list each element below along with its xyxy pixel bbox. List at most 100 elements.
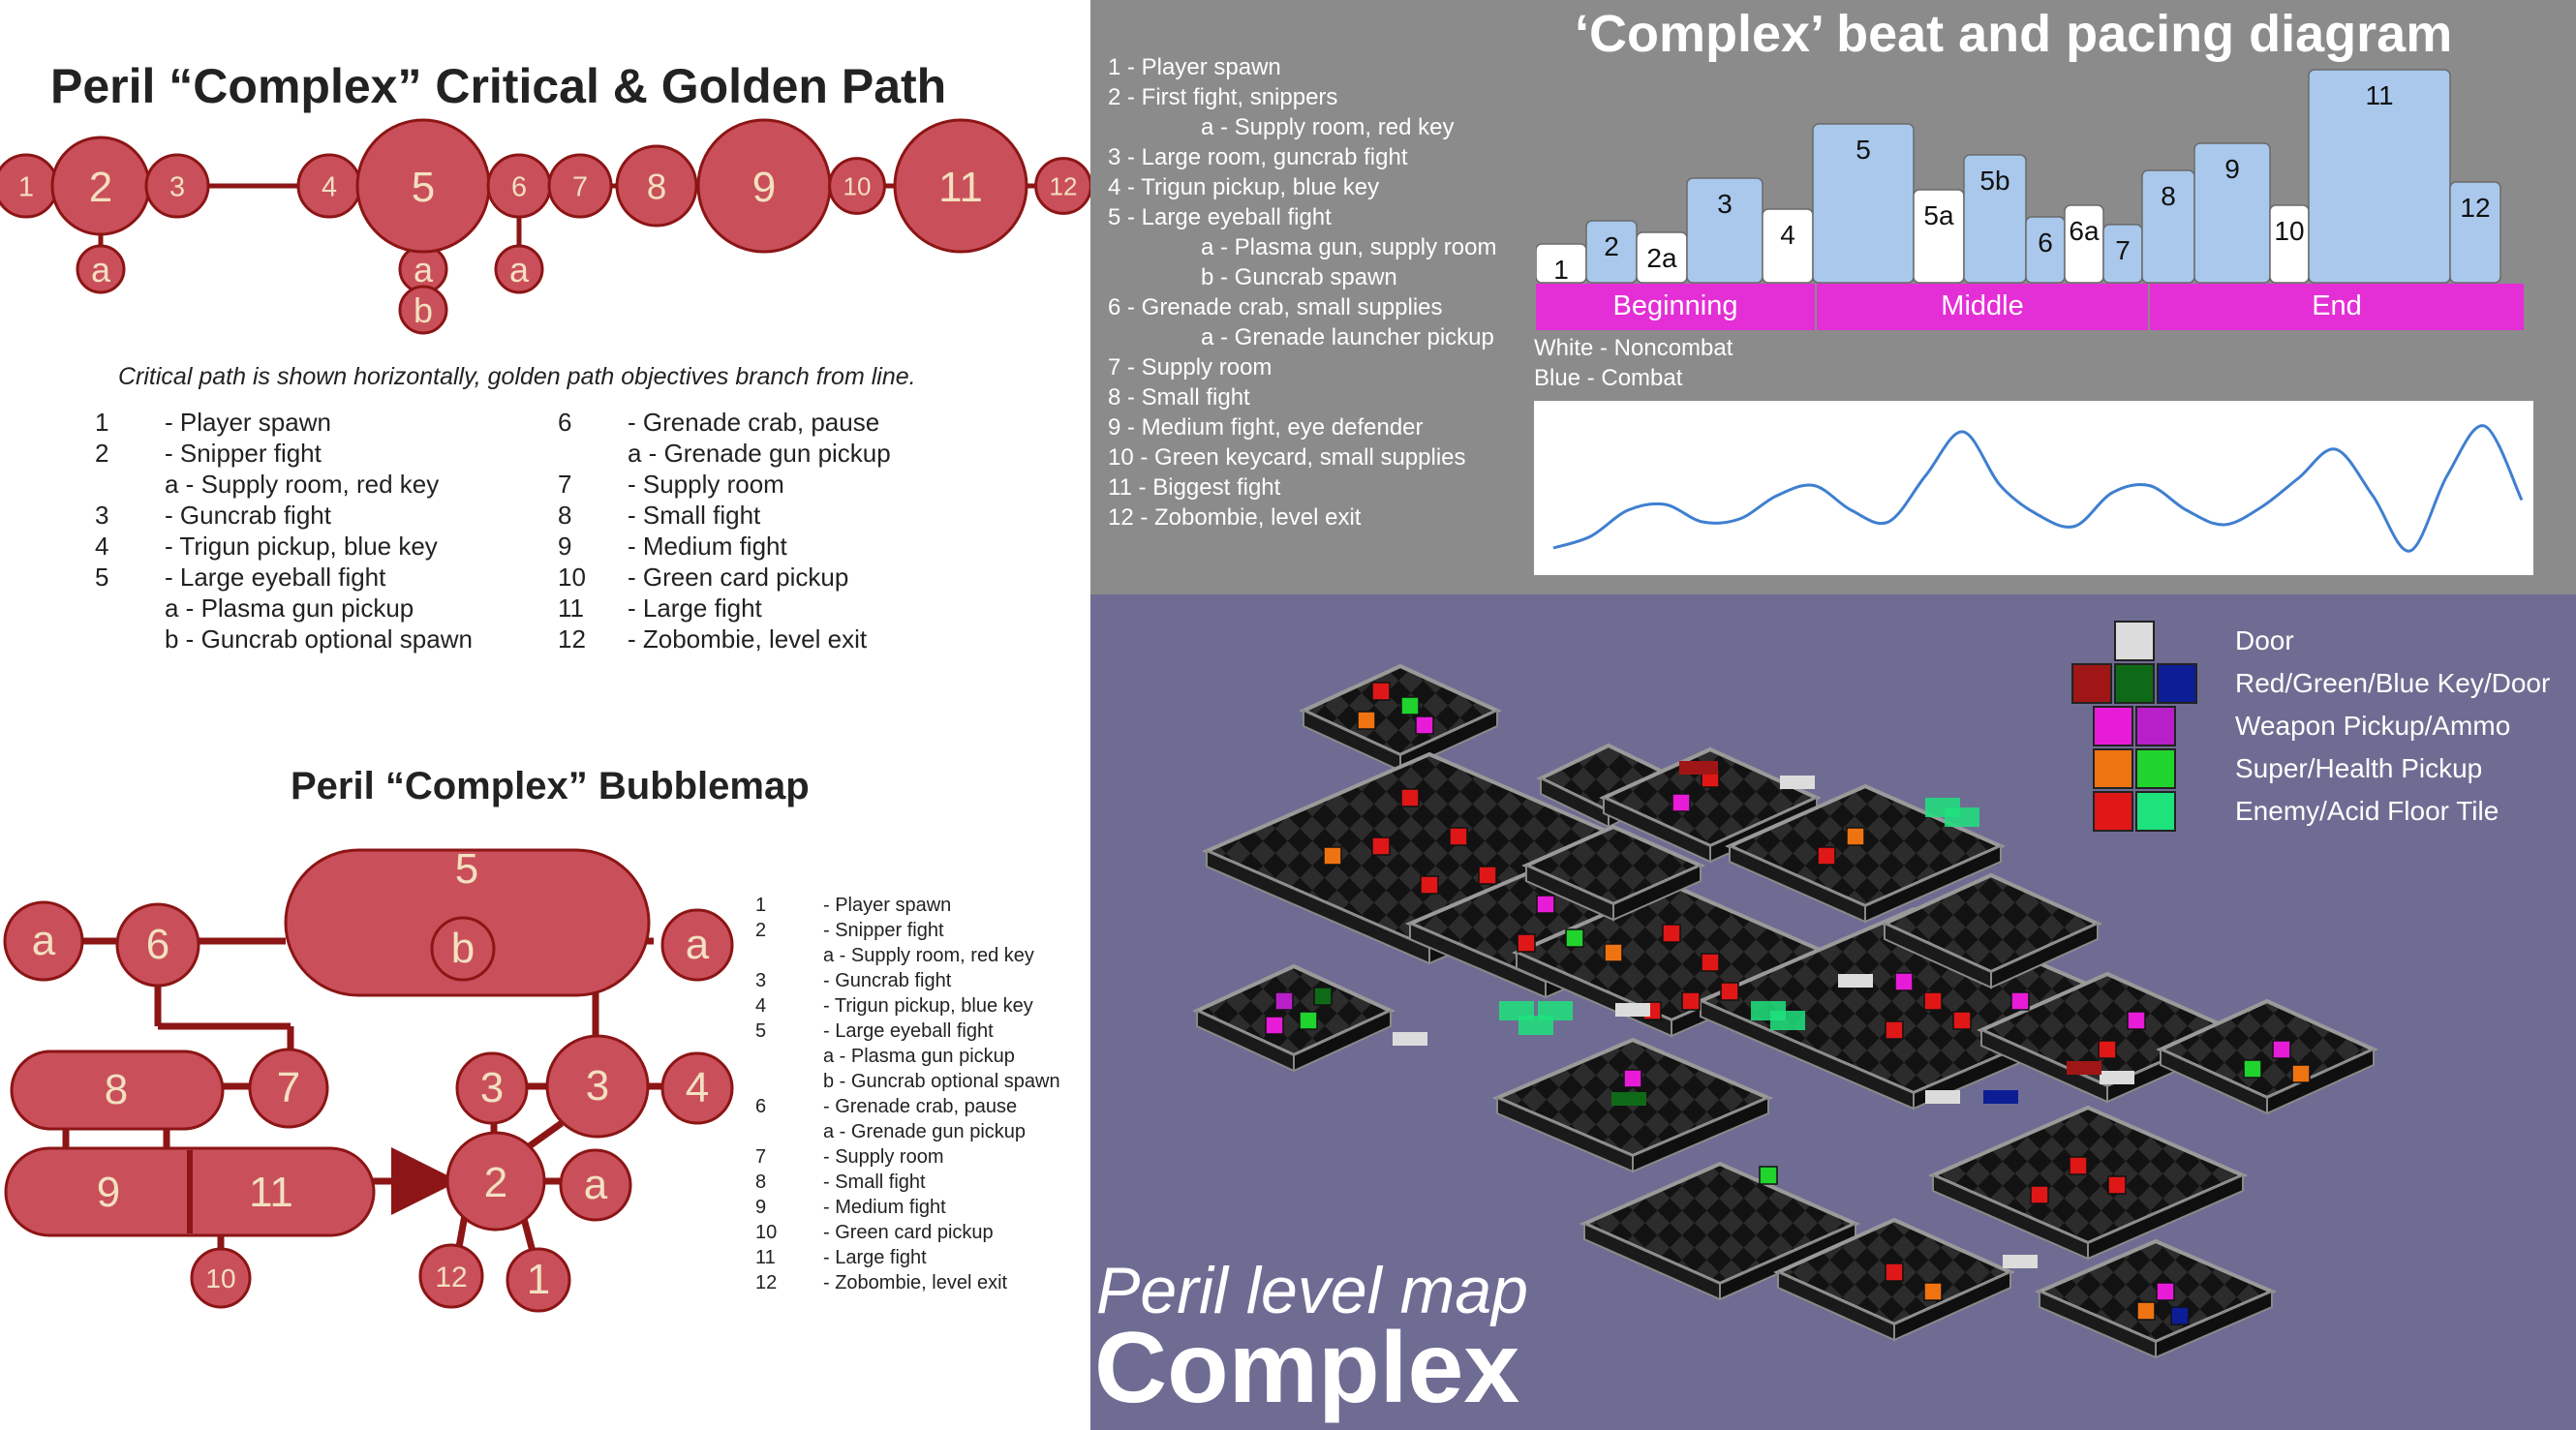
- beat-bar-label: 5: [1855, 135, 1871, 165]
- map-legend-swatch: [2114, 621, 2155, 661]
- beat-bar-label: 5a: [1923, 200, 1954, 230]
- critical-node-label: 5: [412, 164, 435, 211]
- legend-description: b - Guncrab optional spawn: [165, 624, 473, 654]
- beat-bar-label: 4: [1780, 220, 1795, 250]
- map-green-door: [1611, 1092, 1646, 1106]
- beat-bar-label: 2: [1604, 231, 1619, 261]
- map-legend-swatch: [2093, 706, 2133, 746]
- map-room-wall: [1612, 864, 1702, 922]
- bubblemap-title: Peril “Complex” Bubblemap: [291, 765, 810, 807]
- legend-number: 8: [558, 501, 572, 530]
- map-caption-subtitle: Peril level map: [1096, 1254, 1528, 1327]
- legend-description: - Player spawn: [823, 895, 952, 916]
- legend-description: - Small fight: [823, 1171, 926, 1193]
- critical-node-8: [615, 144, 698, 228]
- bubble-label-3b: 3: [586, 1062, 609, 1110]
- legend-row: 11 - Large fight: [755, 1245, 1060, 1270]
- map-pickup-cube: [1517, 933, 1536, 953]
- legend-number: 2: [95, 439, 109, 468]
- beat-list-item: 12 - Zobombie, level exit: [1108, 504, 1362, 531]
- beat-list-item: 10 - Green keycard, small supplies: [1108, 444, 1466, 471]
- map-door: [2003, 1255, 2038, 1268]
- legend-number: 11: [755, 1247, 776, 1268]
- legend-row: 2 - Snipper fight: [755, 918, 1060, 943]
- map-legend-swatch: [2135, 791, 2176, 832]
- map-pickup-cube: [1274, 991, 1294, 1011]
- map-pickup-cube: [1400, 696, 1420, 715]
- pacing-curve-background: [1534, 401, 2533, 575]
- map-room-floor: [1192, 963, 1395, 1058]
- bubble-6: [115, 902, 200, 988]
- map-caption-title: Complex: [1094, 1312, 1520, 1424]
- bubble-4: [660, 1051, 734, 1125]
- legend-number: 10: [558, 563, 586, 592]
- map-door: [2100, 1071, 2134, 1084]
- beat-bar-label: 9: [2224, 154, 2240, 184]
- beat-list-item: 11 - Biggest fight: [1108, 474, 1281, 501]
- legend-description: - Large eyeball fight: [823, 1020, 994, 1042]
- map-room-wall: [2087, 1173, 2244, 1261]
- legend-description: - Large fight: [628, 593, 762, 623]
- critical-node-12: [1034, 157, 1090, 215]
- map-legend-swatches: [2059, 748, 2210, 789]
- critical-node-3: [144, 153, 210, 219]
- phase-band: [2150, 284, 2524, 330]
- map-pickup-cube: [2127, 1011, 2146, 1030]
- bubble-3b: [545, 1034, 650, 1139]
- legend-description: - Guncrab fight: [165, 501, 331, 530]
- map-legend-row: Door: [2059, 620, 2550, 662]
- map-legend: Door Red/Green/Blue Key/Door Weapon Pickup…: [2059, 620, 2550, 833]
- map-acid-tile: [1770, 1011, 1805, 1030]
- legend-number: [95, 469, 165, 500]
- legend-row: 9 - Medium fight: [755, 1195, 1060, 1220]
- map-legend-swatch: [2157, 663, 2197, 704]
- map-pickup-cube: [2170, 1306, 2190, 1325]
- map-red-door: [1679, 761, 1718, 775]
- beat-list-item: 1 - Player spawn: [1108, 54, 1281, 80]
- map-legend-row: Enemy/Acid Floor Tile: [2059, 790, 2550, 833]
- beat-key: White - Noncombat Blue - Combat: [1534, 333, 1733, 393]
- bubble-label-7: 7: [277, 1064, 300, 1111]
- bubble-label-11: 11: [249, 1169, 293, 1216]
- map-pickup-cube: [1817, 846, 1836, 866]
- legend-number: 4: [95, 532, 109, 561]
- map-pickup-cube: [1415, 715, 1434, 735]
- legend-row: 12 - Zobombie, level exit: [558, 624, 891, 654]
- map-pickup-cube: [1449, 827, 1468, 846]
- legend-description: - Green card pickup: [823, 1222, 994, 1243]
- map-pickup-cube: [1894, 972, 1914, 991]
- legend-row: 11 - Large fight: [558, 593, 891, 624]
- isometric-level-map: [1192, 663, 2378, 1359]
- map-pickup-cube: [1701, 953, 1720, 972]
- map-legend-row: Red/Green/Blue Key/Door: [2059, 662, 2550, 705]
- legend-description: - Snipper fight: [823, 920, 944, 941]
- bubble-10: [190, 1247, 252, 1309]
- bubblemap-diagram: 5 b a a 6 7 8 9 11 10 3 3 4 2 a 12 1: [3, 845, 734, 1313]
- map-room-wall: [1719, 1222, 1856, 1301]
- legend-description: - Player spawn: [165, 408, 331, 437]
- map-room-wall: [1990, 922, 2099, 989]
- map-legend-swatch: [2093, 748, 2133, 789]
- legend-description: - Medium fight: [628, 532, 787, 561]
- beat-bar-label: 8: [2161, 181, 2176, 211]
- legend-description: - Trigun pickup, blue key: [165, 532, 438, 561]
- bubble-label-10: 10: [205, 1263, 235, 1293]
- map-pickup-cube: [2291, 1064, 2311, 1083]
- map-pickup-cube: [1885, 1263, 1904, 1282]
- legend-description: - Trigun pickup, blue key: [823, 995, 1033, 1017]
- map-pickup-cube: [1846, 827, 1865, 846]
- map-blue-door: [1983, 1090, 2018, 1104]
- critical-legend-right: 6 - Grenade crab, pause a - Grenade gun pi…: [558, 407, 891, 654]
- legend-number: [755, 943, 823, 968]
- legend-description: - Snipper fight: [165, 439, 322, 468]
- legend-row: 3 - Guncrab fight: [755, 968, 1060, 993]
- map-pickup-cube: [1323, 846, 1342, 866]
- beat-bar: [2449, 181, 2501, 284]
- beat-list-item: 9 - Medium fight, eye defender: [1108, 414, 1424, 441]
- legend-row: 5 - Large eyeball fight: [755, 1019, 1060, 1044]
- map-pickup-cube: [1313, 987, 1333, 1006]
- map-pickup-cube: [1923, 1282, 1943, 1301]
- critical-path-title: Peril “Complex” Critical & Golden Path: [50, 59, 947, 113]
- map-room-wall: [2155, 1290, 2273, 1359]
- phase-label: End: [2312, 290, 2362, 321]
